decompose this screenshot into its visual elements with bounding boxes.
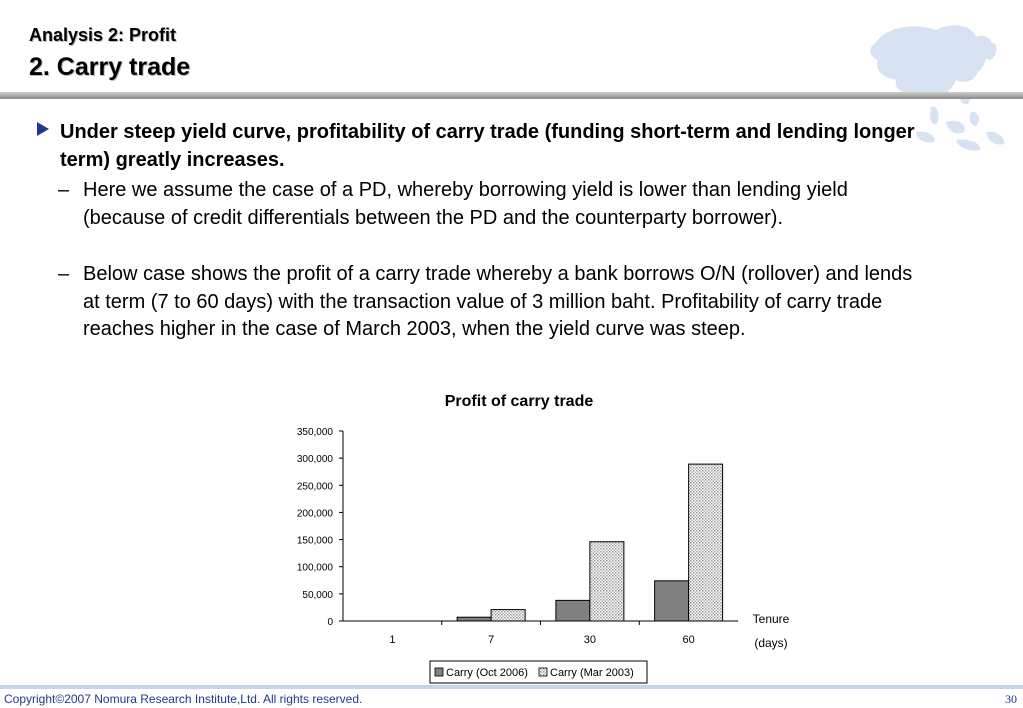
legend-swatch-mar-2003 [538,667,548,677]
carry-trade-chart: Profit of carry trade 0 50,000 100,000 150,… [297,393,790,684]
bar-mar-2003-7 [490,609,526,622]
y-tick-label: 350,000 [297,427,334,438]
header-divider [0,92,1023,99]
bar-oct-2006-30 [555,599,591,622]
y-tick-label: 100,000 [297,563,334,574]
bar-mar-2003-60 [688,463,724,622]
y-tick-label: 50,000 [302,590,333,601]
bar-oct-2006-60 [654,580,690,622]
sub-bullet-text: Below case shows the profit of a carry t… [83,263,913,340]
legend-swatch-oct-2006 [434,667,444,677]
y-tick-label: 200,000 [297,508,334,519]
header-subtitle: Analysis 2: Profit [29,25,177,45]
x-tick-label: 60 [683,634,695,646]
x-axis-label: Tenure [753,612,790,626]
x-tick-label: 1 [389,634,395,646]
x-tick-label: 30 [584,634,596,646]
sub-bullet-text: Here we assume the case of a PD, whereby… [83,179,848,229]
y-tick-label: 150,000 [297,536,334,547]
x-tick-label: 7 [488,634,494,646]
dash-bullet: – [58,179,70,201]
page-title: 2. Carry trade [29,53,191,81]
legend-label-oct-2006: Carry (Oct 2006) [446,667,528,679]
main-bullet-text: Under steep yield curve, profitability o… [60,121,915,171]
bar-mar-2003-30 [589,541,625,622]
chart-title: Profit of carry trade [445,393,594,410]
y-tick-label: 300,000 [297,454,334,465]
footer-copyright: Copyright©2007 Nomura Research Institute… [4,692,363,706]
page-number: 30 [1005,692,1017,706]
bar-oct-2006-7 [456,616,492,622]
legend: Carry (Oct 2006) Carry (Mar 2003) [429,660,648,684]
x-axis-unit: (days) [754,636,787,650]
dash-bullet: – [58,263,70,285]
y-tick-label: 0 [327,617,333,628]
footer-divider [0,685,1023,689]
asia-map-icon [870,25,1005,151]
y-tick-label: 250,000 [297,481,334,492]
triangle-bullet-icon [37,122,49,136]
legend-label-mar-2003: Carry (Mar 2003) [550,667,634,679]
